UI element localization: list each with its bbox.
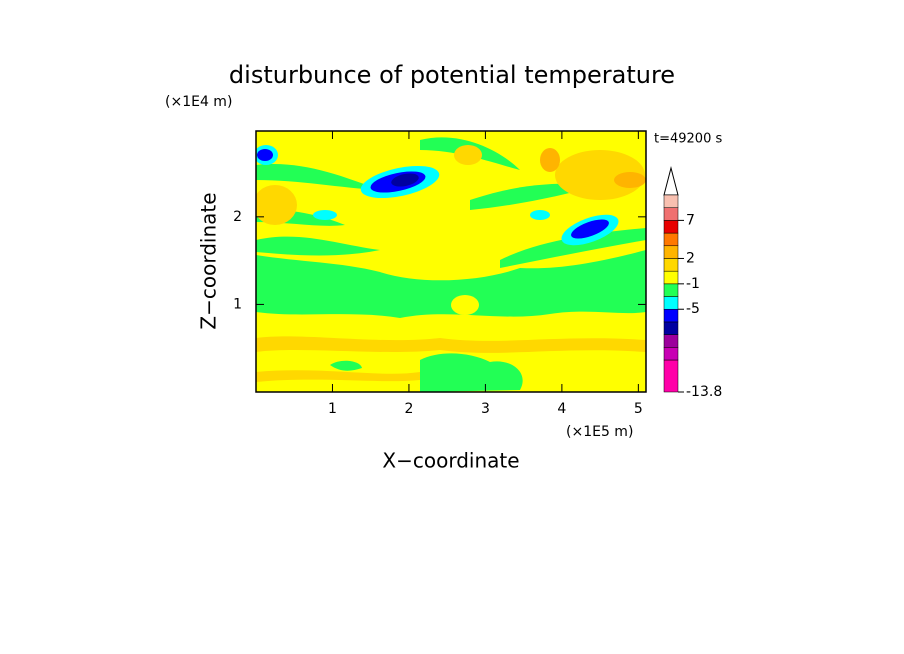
- colorbar-tick-label: -5: [686, 301, 700, 317]
- y-tick-label: 2: [233, 209, 242, 225]
- y-axis-label: Z−coordinate: [197, 192, 221, 329]
- x-unit: (×1E5 m): [566, 424, 633, 440]
- colorbar-swatch: [663, 334, 679, 348]
- x-axis-label: X−coordinate: [382, 449, 519, 473]
- colorbar-tick-label: -1: [686, 276, 700, 292]
- contour-field: [256, 131, 646, 392]
- x-tick-label: 1: [328, 401, 337, 417]
- colorbar-swatch: [663, 283, 679, 297]
- colorbar-tick-label: 7: [686, 212, 695, 228]
- y-tick-label: 1: [233, 296, 242, 312]
- colorbar-tick-label: 2: [686, 250, 695, 266]
- colorbar-swatch: [663, 308, 679, 323]
- y-unit: (×1E4 m): [165, 94, 232, 110]
- colorbar-swatch: [663, 245, 679, 259]
- x-tick-label: 5: [634, 401, 643, 417]
- colorbar-swatch: [663, 258, 679, 272]
- x-tick-label: 2: [404, 401, 413, 417]
- colorbar-swatch: [663, 347, 679, 361]
- time-label: t=49200 s: [654, 132, 722, 147]
- colorbar-swatch: [663, 232, 679, 247]
- colorbar-swatch: [663, 270, 679, 285]
- colorbar-swatch: [663, 296, 679, 310]
- colorbar-swatch: [663, 359, 679, 393]
- colorbar-swatch: [663, 194, 679, 208]
- chart-title: disturbunce of potential temperature: [229, 61, 675, 89]
- x-tick-label: 4: [557, 401, 566, 417]
- x-tick-label: 3: [481, 401, 490, 417]
- colorbar-swatch: [663, 207, 679, 221]
- colorbar-tick-label: -13.8: [686, 384, 722, 400]
- colorbar-swatch: [663, 321, 679, 335]
- colorbar-swatch: [663, 220, 679, 234]
- colorbar-extend: [663, 166, 679, 196]
- plot-frame: [255, 130, 647, 393]
